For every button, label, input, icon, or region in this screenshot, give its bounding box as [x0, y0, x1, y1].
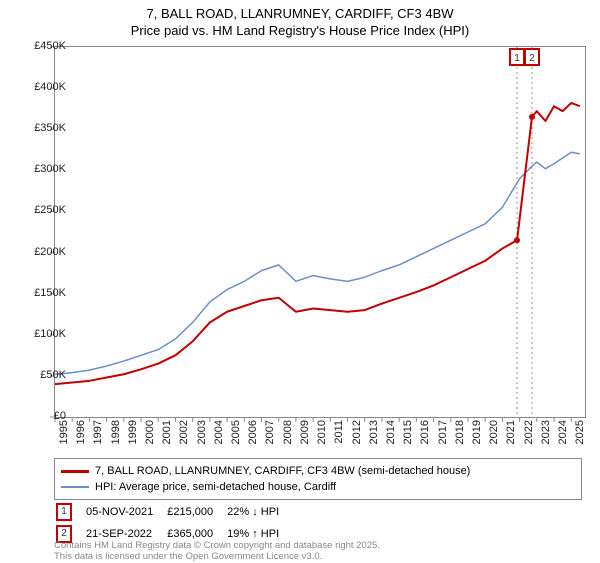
event-marker-icon: 1: [56, 503, 72, 521]
x-tick-label: 2000: [144, 420, 156, 454]
x-tick-label: 2006: [247, 420, 259, 454]
x-tick-label: 2025: [574, 420, 586, 454]
x-tick-label: 2021: [505, 420, 517, 454]
x-tick-label: 2015: [402, 420, 414, 454]
event-row: 1 05-NOV-2021 £215,000 22% ↓ HPI: [56, 502, 291, 522]
footer-line1: Contains HM Land Registry data © Crown c…: [54, 540, 380, 551]
y-tick-label: £50K: [16, 369, 66, 381]
chart-title-line1: 7, BALL ROAD, LLANRUMNEY, CARDIFF, CF3 4…: [0, 0, 600, 23]
x-tick-label: 2001: [161, 420, 173, 454]
event-date: 05-NOV-2021: [86, 502, 165, 522]
legend: 7, BALL ROAD, LLANRUMNEY, CARDIFF, CF3 4…: [54, 458, 582, 500]
x-tick-label: 2007: [264, 420, 276, 454]
x-tick-label: 2020: [488, 420, 500, 454]
x-tick-label: 2017: [437, 420, 449, 454]
x-tick-label: 2012: [351, 420, 363, 454]
svg-text:2: 2: [529, 53, 535, 64]
x-tick-label: 2004: [213, 420, 225, 454]
y-tick-label: £450K: [16, 40, 66, 52]
plot-area: 12: [54, 46, 586, 418]
y-tick-label: £300K: [16, 163, 66, 175]
x-tick-label: 2002: [178, 420, 190, 454]
x-tick-label: 2023: [540, 420, 552, 454]
x-tick-label: 2018: [454, 420, 466, 454]
y-tick-label: £200K: [16, 246, 66, 258]
x-tick-label: 2022: [523, 420, 535, 454]
legend-label: HPI: Average price, semi-detached house,…: [95, 481, 336, 493]
event-delta: 22% ↓ HPI: [227, 502, 291, 522]
y-tick-label: £350K: [16, 122, 66, 134]
x-tick-label: 2010: [316, 420, 328, 454]
footer-line2: This data is licensed under the Open Gov…: [54, 551, 322, 562]
chart-title-line2: Price paid vs. HM Land Registry's House …: [0, 23, 600, 38]
y-tick-label: £400K: [16, 81, 66, 93]
legend-swatch: [61, 470, 89, 473]
x-tick-label: 2005: [230, 420, 242, 454]
y-tick-label: £100K: [16, 328, 66, 340]
legend-label: 7, BALL ROAD, LLANRUMNEY, CARDIFF, CF3 4…: [95, 465, 470, 477]
x-tick-label: 1997: [92, 420, 104, 454]
x-tick-label: 2014: [385, 420, 397, 454]
legend-swatch: [61, 486, 89, 488]
y-tick-label: £250K: [16, 204, 66, 216]
x-tick-label: 2016: [419, 420, 431, 454]
legend-item: HPI: Average price, semi-detached house,…: [61, 479, 575, 495]
legend-item: 7, BALL ROAD, LLANRUMNEY, CARDIFF, CF3 4…: [61, 463, 575, 479]
x-tick-label: 2011: [333, 420, 345, 454]
chart-container: 7, BALL ROAD, LLANRUMNEY, CARDIFF, CF3 4…: [0, 0, 600, 560]
x-tick-label: 1996: [75, 420, 87, 454]
x-tick-label: 2003: [196, 420, 208, 454]
x-tick-label: 1998: [110, 420, 122, 454]
x-tick-label: 2013: [368, 420, 380, 454]
x-tick-label: 1995: [58, 420, 70, 454]
x-tick-label: 1999: [127, 420, 139, 454]
x-tick-label: 2008: [282, 420, 294, 454]
footer-attribution: Contains HM Land Registry data © Crown c…: [54, 540, 380, 563]
chart-svg: 12: [55, 47, 585, 417]
x-tick-label: 2009: [299, 420, 311, 454]
event-price: £215,000: [167, 502, 225, 522]
y-tick-label: £150K: [16, 287, 66, 299]
svg-text:1: 1: [514, 53, 520, 64]
x-tick-label: 2019: [471, 420, 483, 454]
x-tick-label: 2024: [557, 420, 569, 454]
